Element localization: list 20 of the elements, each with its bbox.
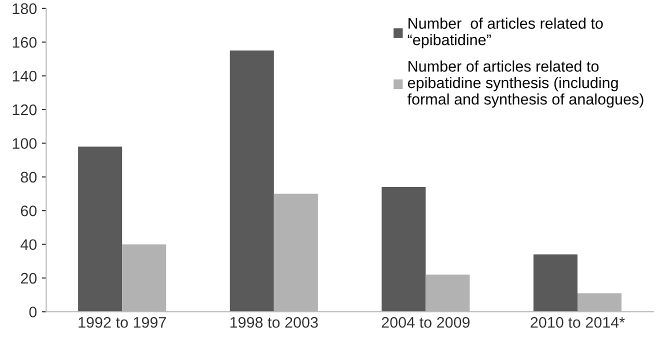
bar (78, 146, 122, 312)
y-tick-label: 160 (12, 36, 37, 48)
y-tick-label: 40 (20, 239, 37, 250)
x-tick-label: 2010 to 2014* (530, 316, 625, 328)
bar (230, 50, 274, 312)
x-tick-label: 2004 to 2009 (382, 316, 470, 328)
bar (382, 187, 426, 312)
x-tick-label: 1998 to 2003 (230, 316, 318, 328)
y-tick-label: 180 (12, 3, 37, 14)
y-tick-label: 80 (20, 172, 37, 183)
legend-label: Number of articles related to “epibatidine” (408, 18, 603, 48)
y-tick-label: 20 (20, 272, 37, 284)
legend-label: Number of articles related to epibatidine synthesis (including formal and synthesis of analogues) (408, 60, 644, 108)
y-tick-label: 60 (20, 205, 37, 216)
y-tick-label: 120 (12, 104, 37, 116)
y-tick-label: 0 (29, 306, 37, 318)
y-tick-label: 140 (12, 70, 37, 82)
y-tick-label: 100 (12, 138, 37, 149)
x-tick-label: 1992 to 1997 (78, 316, 166, 328)
bar (533, 254, 578, 312)
